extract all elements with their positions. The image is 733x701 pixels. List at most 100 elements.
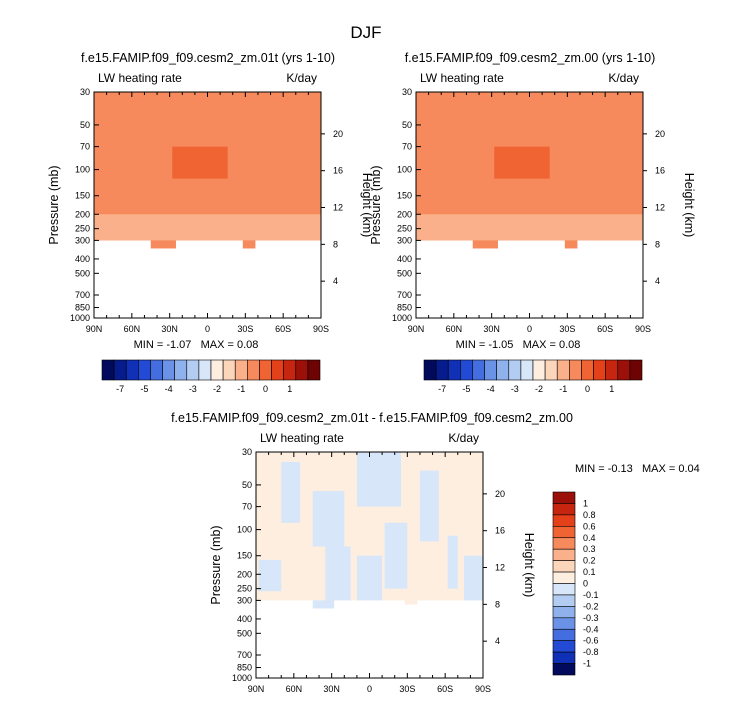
height-tick-label: 4 [655, 276, 660, 286]
colorbar-label: -7 [438, 384, 446, 394]
colorbar-box [552, 571, 576, 584]
y-axis-label: Pressure (mb) [209, 525, 223, 604]
colorbar-label: -0.2 [583, 601, 599, 611]
colorbar-label: -4 [165, 384, 173, 394]
colorbar-box [222, 359, 236, 381]
y-tick-label: 500 [397, 268, 412, 278]
y-tick-label: 150 [237, 551, 252, 561]
colorbar-box [552, 514, 576, 527]
height-tick-label: 4 [495, 636, 500, 646]
colorbar-box [234, 359, 248, 381]
colorbar-label: -0.1 [583, 590, 599, 600]
colorbar-box [138, 359, 151, 381]
field-cell [419, 470, 439, 542]
right-string: K/day [286, 71, 317, 85]
field-layer [94, 92, 321, 249]
colorbar-box [593, 359, 606, 381]
panel-title: f.e15.FAMIP.f09_f09.cesm2_zm.00 (yrs 1-1… [405, 51, 656, 65]
min-label: MIN = [134, 339, 164, 351]
colorbar-label: 1 [583, 498, 588, 508]
y-tick-label: 100 [237, 525, 252, 535]
colorbar-box [552, 503, 576, 516]
field-cell [150, 240, 176, 249]
colorbar-box [496, 359, 510, 381]
y-tick-label: 250 [75, 224, 90, 234]
colorbar-label: 0.6 [583, 521, 596, 531]
y-tick-label: 30 [80, 87, 90, 97]
colorbar-box [435, 359, 449, 381]
colorbar-label: -1 [559, 384, 567, 394]
y-tick-label: 70 [402, 142, 412, 152]
colorbar-label: 0.2 [583, 556, 596, 566]
colorbar-box [552, 663, 576, 676]
height-tick-label: 8 [655, 239, 660, 249]
colorbar-box [271, 359, 284, 381]
field-layer [416, 92, 643, 249]
x-tick-label: 0 [367, 684, 372, 694]
colorbar-label: 0 [263, 384, 268, 394]
colorbar-box [552, 617, 576, 630]
colorbar-box [125, 359, 139, 381]
field-cell [325, 546, 351, 601]
colorbar: 1 0.80.6 0.40.3 0.20.1 0-0.1-0.2 -0.3-0.4 -0.6… [552, 491, 599, 676]
colorbar-label: -2 [213, 384, 221, 394]
x-tick-label: 30S [237, 324, 253, 334]
x-tick-label: 30S [559, 324, 575, 334]
y-tick-label: 50 [80, 120, 90, 130]
y-tick-label: 250 [237, 584, 252, 594]
stats-text: MIN = -0.13 MAX = 0.04 [575, 463, 700, 475]
x-tick-label: 90N [248, 684, 265, 694]
y-tick-label: 400 [237, 614, 252, 624]
colorbar-box [552, 491, 576, 504]
colorbar-box [532, 359, 546, 381]
max-label: MAX = [642, 463, 675, 475]
y-tick-label: 700 [397, 290, 412, 300]
colorbar-label: 0.3 [583, 544, 596, 554]
field-cell [94, 214, 321, 241]
y-axis-label-right: Height (km) [360, 173, 374, 238]
colorbar: -7 -5 -4 -3 -2 -1 0 1 [423, 359, 643, 394]
colorbar-box [605, 359, 619, 381]
colorbar-label: 0 [583, 579, 588, 589]
height-tick-label: 8 [333, 239, 338, 249]
y-tick-label: 200 [237, 569, 252, 579]
right-string: K/day [448, 431, 479, 445]
figure-title: DJF [350, 23, 381, 42]
y-tick-label: 100 [397, 165, 412, 175]
colorbar-box [162, 359, 175, 381]
colorbar-box [552, 651, 576, 664]
y-axis-label-right: Height (km) [682, 173, 696, 238]
height-tick-label: 20 [333, 129, 343, 139]
y-tick-label: 150 [397, 191, 412, 201]
height-tick-label: 16 [495, 526, 505, 536]
colorbar-label: -3 [189, 384, 197, 394]
field-cell [356, 452, 402, 507]
panel-01t: f.e15.FAMIP.f09_f09.cesm2_zm.01t (yrs 1-… [47, 51, 374, 394]
colorbar-box [552, 628, 576, 641]
y-tick-label: 1000 [232, 673, 252, 683]
colorbar-box [484, 359, 497, 381]
colorbar-box [552, 537, 576, 550]
colorbar-box [472, 359, 485, 381]
colorbar-box [460, 359, 473, 381]
max-value: 0.08 [559, 339, 580, 351]
x-tick-label: 90N [86, 324, 103, 334]
y-tick-label: 1000 [392, 313, 412, 323]
right-string: K/day [608, 71, 639, 85]
y-axis-label-right: Height (km) [522, 533, 536, 598]
colorbar-box [629, 359, 643, 381]
panel-title: f.e15.FAMIP.f09_f09.cesm2_zm.01t (yrs 1-… [81, 51, 335, 65]
colorbar-label: -2 [535, 384, 543, 394]
y-tick-label: 30 [402, 87, 412, 97]
y-tick-label: 700 [237, 650, 252, 660]
x-tick-label: 0 [527, 324, 532, 334]
colorbar-box [552, 526, 576, 539]
x-tick-label: 60N [286, 684, 303, 694]
panel-00: f.e15.FAMIP.f09_f09.cesm2_zm.00 (yrs 1-1… [369, 51, 696, 394]
colorbar-box [150, 359, 163, 381]
y-tick-label: 70 [242, 502, 252, 512]
y-tick-label: 300 [397, 235, 412, 245]
y-tick-label: 700 [75, 290, 90, 300]
colorbar-label: -1 [237, 384, 245, 394]
